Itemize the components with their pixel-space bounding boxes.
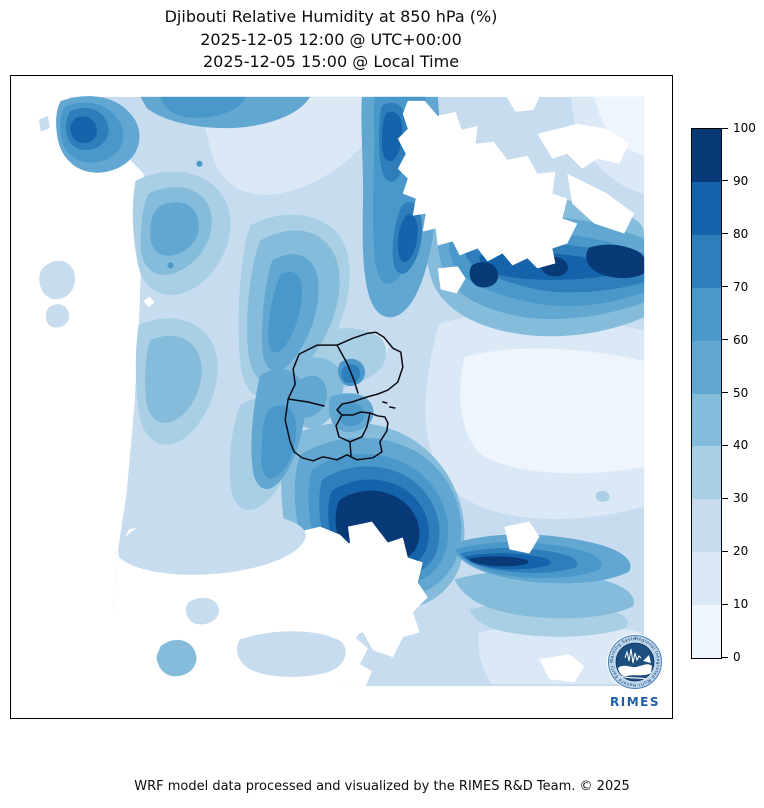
white-region bbox=[506, 96, 540, 112]
colorbar-segment bbox=[692, 499, 721, 553]
contour-region bbox=[118, 510, 306, 575]
colorbar-scale bbox=[691, 128, 722, 659]
contour-region bbox=[478, 623, 642, 685]
contour-region bbox=[39, 260, 76, 300]
contour-region bbox=[196, 160, 203, 167]
contour-region bbox=[268, 271, 303, 353]
wave-icon bbox=[618, 664, 652, 677]
colorbar-segment bbox=[692, 552, 721, 606]
colorbar-tick-label: 50 bbox=[733, 385, 749, 400]
colorbar-segment bbox=[692, 605, 721, 659]
colorbar: 0 10 20 30 40 50 60 70 80 90 100 bbox=[691, 121, 764, 664]
contour-region bbox=[70, 116, 98, 143]
colorbar-tick bbox=[722, 392, 728, 393]
colorbar-segment bbox=[692, 181, 721, 235]
white-region bbox=[539, 654, 585, 683]
colorbar-tick-label: 10 bbox=[733, 597, 749, 612]
colorbar-tick bbox=[722, 180, 728, 182]
footer-credit: WRF model data processed and visualized … bbox=[134, 779, 630, 794]
sail-icon bbox=[643, 655, 651, 663]
colorbar-tick-label: 20 bbox=[733, 544, 749, 559]
white-region bbox=[567, 173, 635, 234]
colorbar-tick bbox=[722, 339, 728, 341]
colorbar-segment bbox=[692, 393, 721, 447]
colorbar-tick bbox=[722, 656, 728, 658]
humidity-contour-map bbox=[38, 96, 645, 687]
contour-region bbox=[145, 335, 202, 423]
colorbar-tick-label: 40 bbox=[733, 438, 749, 453]
island-mark bbox=[389, 406, 396, 409]
colorbar-segment bbox=[692, 340, 721, 394]
contour-region bbox=[236, 631, 346, 677]
chart-title: Djibouti Relative Humidity at 850 hPa (%… bbox=[164, 7, 498, 26]
contour-region bbox=[586, 244, 645, 279]
contour-region bbox=[460, 348, 645, 474]
contour-region bbox=[45, 304, 70, 328]
colorbar-tick bbox=[722, 603, 728, 605]
colorbar-segment bbox=[692, 446, 721, 500]
island-mark bbox=[382, 401, 388, 404]
seismograph-icon bbox=[624, 648, 642, 664]
chart-subtitle-utc: 2025-12-05 12:00 @ UTC+00:00 bbox=[200, 29, 462, 49]
colorbar-tick bbox=[722, 286, 728, 288]
colorbar-tick-label: 80 bbox=[733, 226, 749, 241]
contour-region bbox=[294, 375, 328, 418]
rimes-logo: Regional Integrated Multi-Hazard Early W… bbox=[604, 630, 666, 709]
contour-region bbox=[160, 96, 246, 118]
contour-region bbox=[594, 96, 645, 156]
colorbar-tick-label: 70 bbox=[733, 279, 749, 294]
colorbar-tick-label: 100 bbox=[733, 121, 756, 135]
colorbar-tick-label: 60 bbox=[733, 332, 749, 347]
white-region bbox=[504, 521, 540, 554]
region-border bbox=[287, 398, 325, 407]
white-region bbox=[537, 123, 630, 169]
chart-subtitle-local: 2025-12-05 15:00 @ Local Time bbox=[202, 52, 460, 71]
colorbar-tick-label: 90 bbox=[733, 173, 749, 188]
colorbar-tick bbox=[722, 233, 728, 235]
contour-region bbox=[167, 262, 174, 269]
region-border bbox=[349, 441, 352, 457]
contour-region bbox=[150, 202, 199, 256]
contour-region bbox=[156, 639, 197, 677]
contour-restored-patches bbox=[38, 115, 346, 677]
chart-title-block: Djibouti Relative Humidity at 850 hPa (%… bbox=[0, 6, 662, 74]
rimes-logo-text: RIMES bbox=[610, 695, 660, 709]
colorbar-tick bbox=[722, 444, 728, 446]
colorbar-tick bbox=[722, 497, 728, 499]
colorbar-tick-label: 0 bbox=[733, 650, 741, 664]
colorbar-tick bbox=[722, 127, 728, 129]
white-region bbox=[143, 296, 155, 308]
wave-line-icon bbox=[620, 675, 647, 680]
contour-region bbox=[454, 570, 634, 619]
colorbar-segment bbox=[692, 287, 721, 341]
map-frame: Regional Integrated Multi-Hazard Early W… bbox=[10, 75, 673, 719]
white-region bbox=[437, 266, 466, 294]
contour-region bbox=[381, 111, 403, 162]
colorbar-tick bbox=[722, 550, 728, 552]
contour-region bbox=[397, 214, 418, 263]
contour-region bbox=[469, 262, 499, 288]
colorbar-segment bbox=[692, 129, 721, 182]
colorbar-tick-label: 30 bbox=[733, 491, 749, 506]
rimes-logo-emblem: Regional Integrated Multi-Hazard Early W… bbox=[604, 630, 663, 690]
contour-region bbox=[261, 405, 297, 479]
contour-region bbox=[38, 115, 50, 132]
contour-region bbox=[469, 556, 529, 567]
colorbar-segment bbox=[692, 234, 721, 288]
region-border bbox=[336, 344, 359, 394]
contour-region bbox=[185, 597, 219, 625]
white-region bbox=[397, 100, 578, 269]
djibouti-boundaries bbox=[284, 331, 404, 462]
contour-region bbox=[595, 490, 610, 502]
